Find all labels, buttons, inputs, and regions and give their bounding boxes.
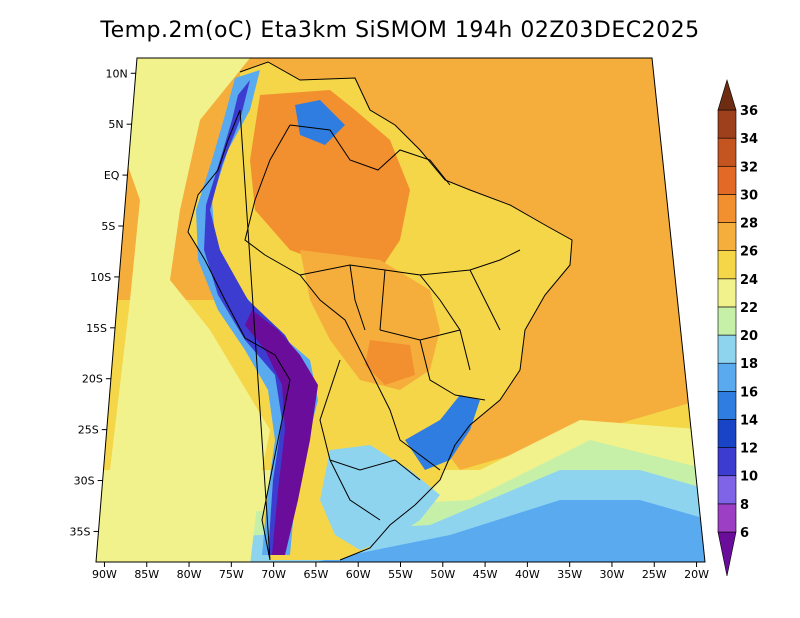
lon-tick-label: 40W bbox=[515, 568, 540, 581]
colorbar-label: 32 bbox=[740, 160, 758, 175]
colorbar-label: 8 bbox=[740, 498, 749, 513]
lat-tick-label: 10S bbox=[90, 271, 111, 284]
colorbar-label: 16 bbox=[740, 385, 758, 400]
colorbar-lower-arrow bbox=[717, 531, 737, 577]
temperature-field bbox=[96, 58, 705, 562]
lon-tick-label: 75W bbox=[219, 568, 244, 581]
colorbar-segment bbox=[717, 165, 737, 195]
colorbar-label: 12 bbox=[740, 442, 758, 457]
colorbar-segment bbox=[717, 109, 737, 139]
colorbar-label: 34 bbox=[740, 132, 758, 147]
colorbar-label: 20 bbox=[740, 329, 758, 344]
lat-tick-label: 20S bbox=[82, 373, 103, 386]
colorbar-segment bbox=[717, 222, 737, 251]
colorbar-segment bbox=[717, 419, 737, 448]
lon-tick-label: 55W bbox=[388, 568, 413, 581]
ocean-south-colder-region bbox=[300, 500, 705, 562]
colorbar-segment bbox=[717, 278, 737, 308]
colorbar-segment bbox=[717, 194, 737, 223]
lon-tick-label: 85W bbox=[134, 568, 159, 581]
lon-tick-label: 30W bbox=[600, 568, 625, 581]
colorbar-label: 10 bbox=[740, 470, 758, 485]
lon-tick-label: 60W bbox=[346, 568, 371, 581]
colorbar-label: 18 bbox=[740, 357, 758, 372]
lat-tick-label: 30S bbox=[74, 475, 95, 488]
colorbar-label: 26 bbox=[740, 245, 758, 260]
political-borders bbox=[187, 61, 573, 561]
colorbar-segment bbox=[717, 250, 737, 280]
lat-tick-label: 5N bbox=[108, 118, 123, 131]
colorbar-label: 24 bbox=[740, 273, 758, 288]
amazon-hot-region bbox=[250, 90, 410, 270]
lon-tick-label: 65W bbox=[303, 568, 328, 581]
pantanal-hot-region bbox=[365, 340, 415, 385]
state-borders bbox=[299, 249, 521, 401]
map-title: Temp.2m(oC) Eta3km SiSMOM 194h 02Z03DEC2… bbox=[100, 18, 700, 43]
lon-tick-label: 35W bbox=[557, 568, 582, 581]
andes-cold-band bbox=[245, 310, 318, 555]
lon-tick-label: 45W bbox=[473, 568, 498, 581]
coastline bbox=[187, 61, 573, 561]
south-borders bbox=[319, 359, 421, 521]
lat-tick-label: 25S bbox=[78, 424, 99, 437]
latitude-axis: 10N 5N EQ 5S 10S 15S 20S 25S 30S 35S bbox=[70, 67, 136, 538]
lat-tick-label: EQ bbox=[104, 169, 120, 182]
lat-tick-label: 10N bbox=[106, 67, 128, 80]
pacific-coast-region bbox=[96, 58, 270, 562]
colorbar-segment bbox=[717, 447, 737, 477]
colorbar-segment bbox=[717, 137, 737, 167]
colorbar-label: 28 bbox=[740, 217, 758, 232]
colorbar-label: 36 bbox=[740, 104, 758, 119]
lon-tick-label: 50W bbox=[430, 568, 455, 581]
colorbar-label: 22 bbox=[740, 301, 758, 316]
colorbar-segment bbox=[717, 503, 737, 533]
colorbar-upper-arrow bbox=[717, 78, 737, 111]
colorbar-label: 30 bbox=[740, 188, 758, 203]
colorbar-segment bbox=[717, 334, 737, 364]
colorbar-segment bbox=[717, 391, 737, 420]
lon-tick-label: 90W bbox=[92, 568, 117, 581]
lon-tick-label: 25W bbox=[642, 568, 667, 581]
lat-tick-label: 35S bbox=[70, 525, 91, 538]
colorbar-segment bbox=[717, 475, 737, 505]
longitude-axis: 90W 85W 80W 75W 70W 65W 60W 55W 50W 45W 40W 35W 30W 2… bbox=[92, 562, 709, 581]
colorbar-label: 14 bbox=[740, 413, 758, 428]
lon-tick-label: 70W bbox=[261, 568, 286, 581]
colorbar-segment bbox=[717, 306, 737, 336]
colorbar: 6 8 10 12 14 16 18 20 22 24 26 28 30 32 34 36 bbox=[717, 78, 758, 577]
serra-do-mar-cool-region bbox=[405, 395, 480, 470]
lat-tick-label: 5S bbox=[101, 220, 115, 233]
map-frame bbox=[95, 57, 706, 563]
lon-tick-label: 80W bbox=[177, 568, 202, 581]
colorbar-segment bbox=[717, 362, 737, 392]
lon-tick-label: 20W bbox=[684, 568, 709, 581]
colorbar-label: 6 bbox=[740, 526, 749, 541]
brazil-border bbox=[244, 124, 451, 471]
pampas-cool-region bbox=[320, 445, 440, 550]
lat-tick-label: 15S bbox=[86, 322, 107, 335]
